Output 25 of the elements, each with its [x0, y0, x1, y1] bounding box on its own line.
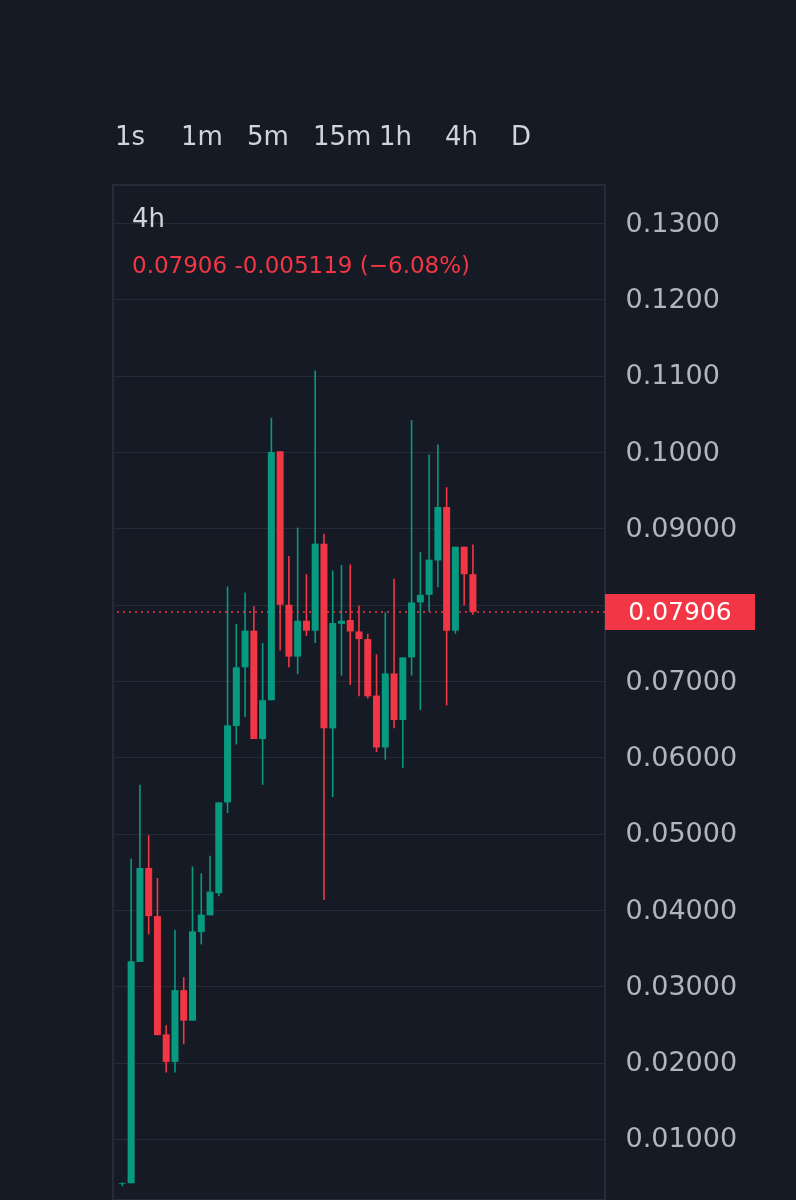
candlestick	[197, 872, 205, 946]
text: 0.07906 -0.005119 (−6.08%)	[132, 252, 471, 278]
y-tick-label: 0.02000	[625, 1046, 738, 1078]
text: 4h	[445, 121, 479, 151]
y-tick-label: 0.1300	[625, 206, 720, 238]
candlestick	[337, 564, 345, 677]
y-tick-label: 0.1000	[625, 435, 720, 467]
text: D	[511, 121, 532, 151]
y-tick-label: 0.05000	[625, 817, 738, 849]
y-tick-label: 0.07000	[625, 664, 738, 696]
text: 5m	[247, 121, 289, 151]
y-tick-label: 0.06000	[625, 740, 738, 772]
y-tick-label: 0.03000	[625, 969, 738, 1001]
text: 4h	[132, 203, 166, 233]
y-tick-label: 0.1100	[625, 359, 720, 391]
y-tick-label: 0.1200	[625, 282, 720, 314]
text: 15m	[313, 121, 372, 151]
y-tick-label: 0.01000	[625, 1122, 738, 1154]
text: 1s	[115, 121, 146, 151]
text: 1m	[181, 121, 223, 151]
y-tick-label: 0.09000	[625, 511, 738, 543]
candlestick	[416, 551, 424, 711]
text: 1h	[379, 121, 413, 151]
y-tick-label: 0.04000	[625, 893, 738, 925]
ref-line-label: 0.07906	[628, 596, 732, 626]
